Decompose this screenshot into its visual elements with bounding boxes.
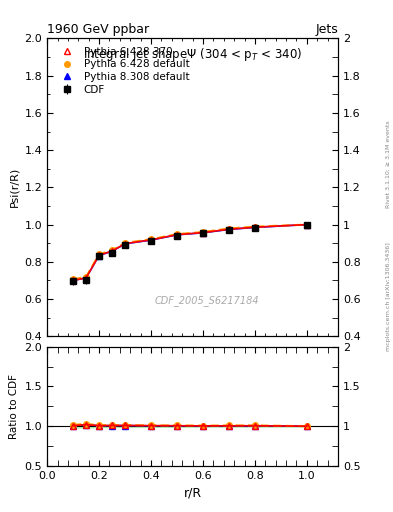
Pythia 6.428 default xyxy=(227,225,231,231)
Pythia 6.428 default xyxy=(84,274,88,280)
Pythia 6.428 default xyxy=(174,231,179,237)
Text: Integral jet shapeΨ (304 < p$_T$ < 340): Integral jet shapeΨ (304 < p$_T$ < 340) xyxy=(83,46,302,63)
Pythia 6.428 370 xyxy=(227,226,231,232)
Pythia 6.428 370 xyxy=(200,229,205,236)
Pythia 6.428 370 xyxy=(305,222,309,228)
Pythia 8.308 default xyxy=(149,237,153,243)
Pythia 6.428 370 xyxy=(253,224,257,230)
Line: Pythia 6.428 default: Pythia 6.428 default xyxy=(70,222,310,282)
Pythia 8.308 default xyxy=(200,230,205,236)
Pythia 8.308 default xyxy=(123,241,127,247)
Pythia 8.308 default xyxy=(84,275,88,281)
Pythia 8.308 default xyxy=(305,222,309,228)
Pythia 6.428 default xyxy=(123,240,127,246)
Pythia 8.308 default xyxy=(227,226,231,232)
Pythia 8.308 default xyxy=(97,252,101,259)
Pythia 8.308 default xyxy=(71,278,75,284)
Pythia 6.428 370 xyxy=(84,275,88,281)
Pythia 6.428 default xyxy=(200,229,205,235)
Text: mcplots.cern.ch [arXiv:1306.3436]: mcplots.cern.ch [arXiv:1306.3436] xyxy=(386,243,391,351)
Pythia 6.428 370 xyxy=(97,252,101,258)
Pythia 6.428 default xyxy=(253,224,257,230)
Line: Pythia 8.308 default: Pythia 8.308 default xyxy=(70,221,310,284)
Line: Pythia 6.428 370: Pythia 6.428 370 xyxy=(70,221,310,284)
Pythia 8.308 default xyxy=(174,232,179,238)
Legend: Pythia 6.428 370, Pythia 6.428 default, Pythia 8.308 default, CDF: Pythia 6.428 370, Pythia 6.428 default, … xyxy=(52,44,193,98)
Text: 1960 GeV ppbar: 1960 GeV ppbar xyxy=(47,23,149,36)
Pythia 6.428 default xyxy=(97,251,101,258)
Pythia 6.428 370 xyxy=(110,248,114,254)
Text: CDF_2005_S6217184: CDF_2005_S6217184 xyxy=(155,295,259,306)
Pythia 6.428 default xyxy=(110,247,114,253)
Pythia 8.308 default xyxy=(253,224,257,230)
Pythia 6.428 370 xyxy=(149,237,153,243)
Pythia 6.428 370 xyxy=(71,278,75,284)
Pythia 8.308 default xyxy=(110,248,114,254)
Pythia 6.428 default xyxy=(305,222,309,228)
Pythia 6.428 370 xyxy=(174,231,179,238)
Text: Rivet 3.1.10; ≥ 3.1M events: Rivet 3.1.10; ≥ 3.1M events xyxy=(386,120,391,208)
Pythia 6.428 default xyxy=(71,276,75,283)
X-axis label: r/R: r/R xyxy=(184,486,202,499)
Text: Jets: Jets xyxy=(315,23,338,36)
Pythia 6.428 370 xyxy=(123,241,127,247)
Pythia 6.428 default xyxy=(149,236,153,242)
Y-axis label: Ratio to CDF: Ratio to CDF xyxy=(9,374,19,439)
Y-axis label: Psi(r/R): Psi(r/R) xyxy=(9,167,19,207)
